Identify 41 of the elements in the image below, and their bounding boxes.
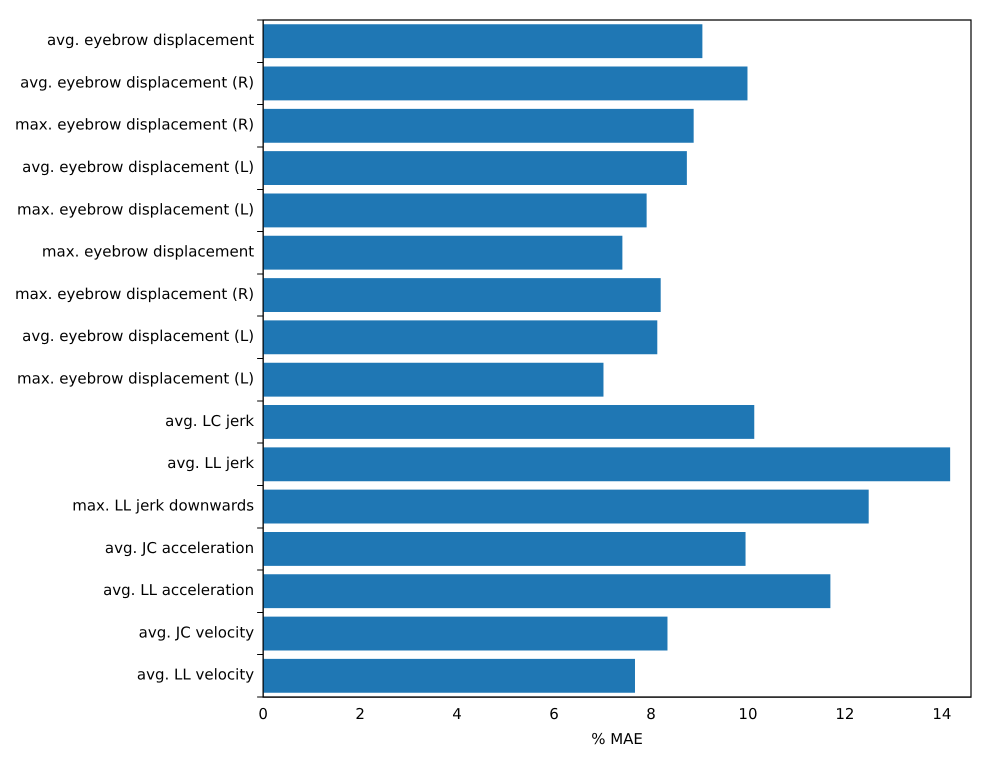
y-tick-label: avg. eyebrow displacement (L) — [22, 327, 254, 346]
bar — [263, 151, 687, 186]
x-tick-label: 0 — [258, 704, 268, 723]
y-tick-label: avg. JC velocity — [138, 623, 254, 642]
bar — [263, 405, 754, 439]
x-tick-label: 4 — [452, 704, 462, 723]
bar — [263, 24, 702, 58]
y-tick-label: max. eyebrow displacement (L) — [17, 200, 254, 218]
bar — [263, 574, 830, 608]
x-tick-label: 2 — [355, 704, 365, 723]
x-tick-label: 10 — [738, 704, 758, 723]
bar — [263, 658, 635, 693]
bar — [263, 108, 694, 143]
y-tick-label: avg. JC acceleration — [104, 538, 254, 557]
y-tick-label: avg. LL acceleration — [103, 581, 254, 600]
y-tick-label: avg. LC jerk — [165, 412, 254, 430]
y-tick-label: max. LL jerk downwards — [72, 496, 254, 514]
y-tick-label: max. eyebrow displacement (L) — [17, 370, 254, 388]
x-tick-label: 14 — [932, 704, 952, 723]
y-tick-label: avg. eyebrow displacement — [46, 31, 254, 50]
y-tick-label: avg. LL jerk — [167, 454, 254, 472]
bar — [263, 236, 622, 270]
bar — [263, 193, 647, 228]
y-tick-label: max. eyebrow displacement — [42, 242, 254, 261]
bar — [263, 66, 748, 100]
bar — [263, 616, 668, 650]
y-tick-label: max. eyebrow displacement (R) — [14, 116, 254, 134]
x-tick-label: 8 — [646, 704, 656, 723]
x-tick-label: 6 — [549, 704, 559, 723]
bar — [263, 320, 658, 354]
y-tick-label: avg. eyebrow displacement (L) — [22, 158, 254, 176]
x-tick-label: 12 — [835, 704, 854, 723]
bar — [263, 278, 661, 312]
y-tick-label: max. eyebrow displacement (R) — [14, 284, 254, 303]
y-tick-label: avg. LL velocity — [136, 666, 254, 684]
bar — [263, 490, 869, 524]
bar — [263, 447, 950, 482]
bar — [263, 362, 604, 397]
y-tick-label: avg. eyebrow displacement (R) — [20, 73, 254, 92]
bar — [263, 532, 746, 566]
x-axis-title: % MAE — [591, 730, 643, 748]
